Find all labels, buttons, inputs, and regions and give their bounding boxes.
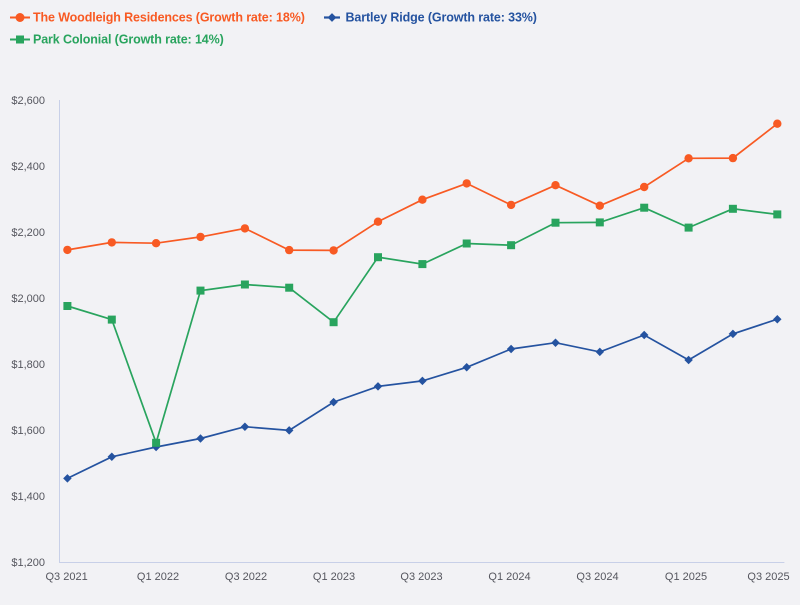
svg-text:$1,800: $1,800 [11, 359, 45, 371]
svg-text:$2,600: $2,600 [11, 95, 45, 107]
svg-text:Q3 2024: Q3 2024 [576, 571, 618, 583]
svg-text:$1,200: $1,200 [11, 557, 45, 569]
svg-text:$2,400: $2,400 [11, 161, 45, 173]
svg-text:Q3 2025: Q3 2025 [747, 571, 789, 583]
svg-text:Q1 2024: Q1 2024 [488, 571, 530, 583]
svg-text:The Woodleigh Residences (Grow: The Woodleigh Residences (Growth rate: 1… [33, 11, 305, 25]
svg-text:$2,200: $2,200 [11, 227, 45, 239]
svg-text:Q3 2021: Q3 2021 [45, 571, 87, 583]
svg-text:$1,400: $1,400 [11, 491, 45, 503]
svg-text:Park Colonial (Growth rate: 14: Park Colonial (Growth rate: 14%) [33, 33, 224, 47]
svg-text:Q3 2022: Q3 2022 [225, 571, 267, 583]
svg-text:Q1 2025: Q1 2025 [665, 571, 707, 583]
svg-text:Q3 2023: Q3 2023 [400, 571, 442, 583]
svg-text:$2,000: $2,000 [11, 293, 45, 305]
svg-text:Q1 2023: Q1 2023 [313, 571, 355, 583]
svg-text:Q1 2022: Q1 2022 [137, 571, 179, 583]
svg-text:$1,600: $1,600 [11, 425, 45, 437]
svg-text:Bartley Ridge (Growth rate: 33: Bartley Ridge (Growth rate: 33%) [346, 11, 537, 25]
